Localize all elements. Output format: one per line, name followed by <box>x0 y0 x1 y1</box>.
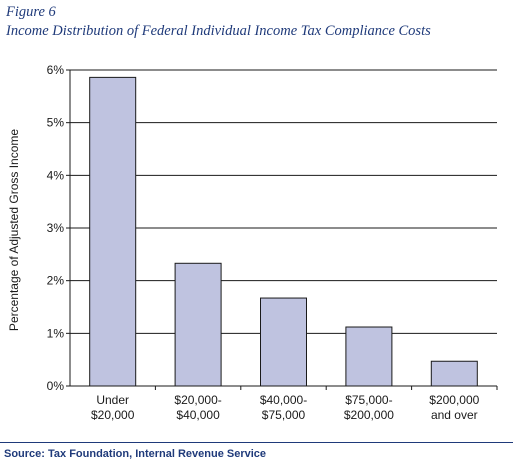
x-tick-label-4: $200,000 and over <box>429 393 479 422</box>
bar-4 <box>430 360 478 387</box>
y-tick-label-1: 1% <box>47 326 65 340</box>
y-tick-label-5: 5% <box>47 116 65 130</box>
x-tick-label-0: Under $20,000 <box>91 393 135 422</box>
y-tick-label-4: 4% <box>47 168 65 182</box>
x-axis: Under $20,000 $20,000-$40,000 $40,000-$75,0… <box>70 385 498 422</box>
bar-0 <box>89 76 137 387</box>
y-tick-label-6: 6% <box>47 63 65 77</box>
x-tick-label-1: $20,000-$40,000 <box>174 393 221 422</box>
x-tick-label-3: $75,000-$200,000 <box>344 393 394 422</box>
bars <box>89 76 478 387</box>
source-note: Source: Tax Foundation, Internal Revenue… <box>4 448 267 460</box>
chart-title: Income Distribution of Federal Individua… <box>6 23 431 39</box>
y-tick-label-3: 3% <box>47 221 65 235</box>
bar-chart: 0% 1% 2% 3% 4% 5% 6% Under $20,000 $20,000-$40,0… <box>7 63 498 422</box>
figure-label: Figure 6 <box>6 4 56 20</box>
y-tick-label-0: 0% <box>47 379 65 393</box>
bar-1 <box>174 262 222 387</box>
source-divider <box>0 442 513 443</box>
y-axis: 0% 1% 2% 3% 4% 5% 6% <box>47 63 71 393</box>
x-tick-label-2: $40,000-$75,000 <box>260 393 307 422</box>
y-tick-label-2: 2% <box>47 274 65 288</box>
y-axis-label: Percentage of Adjusted Gross Income <box>7 129 21 331</box>
bar-3 <box>345 326 393 387</box>
bar-2 <box>260 297 307 387</box>
